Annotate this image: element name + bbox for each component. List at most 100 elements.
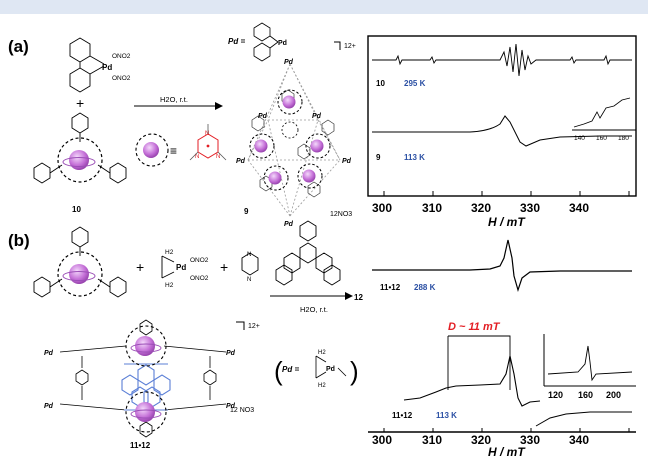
complex-pd-tr: Pd [226,350,236,357]
pyrazine-n-top: N [247,252,251,258]
plus-b-1: + [136,259,144,275]
d-bracket [447,335,511,390]
ligand-label-10: 10 [72,205,81,214]
epr-a-xtick-330: 330 [520,201,540,215]
epr-b-bottom-temp: 113 K [436,411,457,420]
charge-bracket-a [334,41,341,50]
radical-ball-a [69,150,89,170]
cage-pd-left: Pd [236,158,246,165]
equivalence-sign: ≡ [170,144,177,158]
tripyridyl-ligand-10 [33,112,127,184]
epr-trace-9-113k [372,115,632,147]
inset-b-tick-2: 160 [578,390,593,400]
pd-equation-a: Pd = [228,37,245,46]
legend-dashed-circle [135,133,169,167]
pd-eq-symbol-a: Pd [278,40,287,47]
epr-b-xtick-320: 320 [471,433,491,447]
complex-pd-br: Pd [226,403,236,410]
h2-bottom-b: H2 [165,282,174,289]
complex-charge-b: 12+ [248,323,260,330]
pd-eq-structure-b [315,355,347,379]
epr-chart-b: 11•12 288 K D ~ 11 mT 11•12 113 K 120 16… [368,239,636,459]
paren-left: ( [274,356,283,386]
triphenylene-12 [275,220,341,286]
triazine-n-right: N [216,154,220,160]
counterion-b: 12 NO3 [230,407,254,414]
inset-a-tick-2: 160 [596,135,607,142]
triazine-radical-structure: N N N [189,124,227,161]
reagent-number-12: 12 [354,293,363,302]
cage-pd-right: Pd [342,158,352,165]
conditions-a: H2O, r.t. [160,95,188,104]
cage-charge-a: 12+ [344,43,356,50]
cage-pd-back-right: Pd [312,113,322,120]
octahedral-cage-9 [247,63,341,217]
pd-label-b: Pd [176,263,186,272]
triazine-n-left: N [195,154,199,160]
epr-b-xlabel: H / mT [488,445,526,458]
ligand-dashed-circle-a [57,137,103,183]
counterion-a: 12NO3 [330,211,352,218]
epr-chart-a: 10 295 K 9 113 K 140 160 180 300 310 320… [367,35,637,229]
epr-inset-b: 120 160 200 [540,334,636,400]
epr-a-xlabel: H / mT [488,215,526,229]
epr-a-bottom-temp: 113 K [404,153,425,162]
complex-label-11-12: 11•12 [130,441,151,450]
paren-right: ) [350,356,359,386]
pd-eq-structure-a [253,22,279,62]
radical-ball-b [69,264,89,284]
epr-trace-10-295k [372,43,632,77]
cage-pd-top: Pd [284,59,294,66]
epr-b-xtick-330: 330 [520,433,540,447]
ligand-dashed-circle-b [57,251,103,297]
top-strip [0,0,648,14]
epr-trace-11-12-288k [372,239,632,293]
epr-b-xtick-340: 340 [569,433,589,447]
ono2-label-a2: ONO2 [112,75,131,82]
conditions-b: H2O, r.t. [300,305,328,314]
epr-b-bottom-sample: 11•12 [392,411,413,420]
epr-a-xtick-310: 310 [422,201,442,215]
inset-a-tick-1: 140 [574,135,585,142]
epr-a-xtick-300: 300 [372,201,392,215]
plus-b-2: + [220,259,228,275]
legend-ball [143,142,159,158]
pd-bipyridine-precursor-a [69,37,105,93]
epr-trace-tail-b [535,411,632,427]
eq-h2-bottom-b: H2 [318,383,326,389]
charge-bracket-b [236,321,245,330]
pd-equation-b: Pd = [282,365,299,374]
eq-h2-top-b: H2 [318,350,326,356]
cage-pd-back-left: Pd [258,113,268,120]
inset-b-tick-3: 200 [606,390,621,400]
complex-pd-bl: Pd [44,403,54,410]
en-pd-precursor [161,255,175,279]
epr-b-top-temp: 288 K [414,283,436,292]
radical-orbit-b [62,271,96,281]
complex-pd-tl: Pd [44,350,54,357]
panel-b-label: (b) [8,231,30,250]
cage-complex-11-12 [59,319,227,438]
cage-pd-bottom: Pd [284,221,294,228]
epr-a-bottom-sample: 9 [376,153,381,162]
epr-a-top-sample: 10 [376,79,385,88]
radical-orbit-a [62,157,96,167]
epr-b-xtick-310: 310 [422,433,442,447]
ono2-label-b2: ONO2 [190,275,209,282]
epr-a-xtick-340: 340 [569,201,589,215]
epr-a-xtick-320: 320 [471,201,491,215]
epr-trace-11-12-113k [403,355,541,407]
epr-frame-a [367,35,637,197]
epr-b-top-sample: 11•12 [380,283,401,292]
tripyridyl-ligand-b [33,226,127,298]
triazine-n-top: N [205,131,209,137]
panel-a-label: (a) [8,37,29,56]
pd-label-a: Pd [102,63,112,72]
epr-b-xtick-300: 300 [372,433,392,447]
pyrazine-n-bottom: N [247,277,251,283]
ono2-label-b1: ONO2 [190,257,209,264]
epr-inset-a: 140 160 180 [572,97,636,142]
ono2-label-a1: ONO2 [112,53,131,60]
